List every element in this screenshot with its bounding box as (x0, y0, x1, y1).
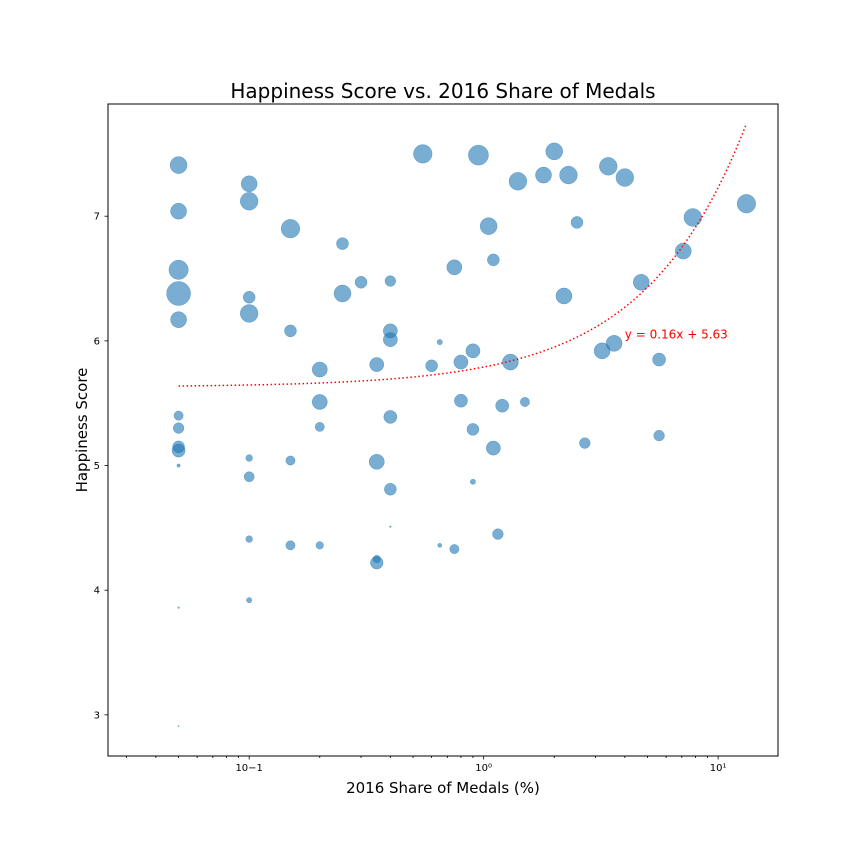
scatter-point (245, 535, 253, 543)
scatter-point (653, 429, 665, 442)
y-tick-label: 3 (94, 710, 100, 721)
y-tick-label: 6 (94, 336, 100, 347)
x-axis-label: 2016 Share of Medals (%) (346, 779, 540, 797)
scatter-point (245, 454, 253, 462)
scatter-point (674, 242, 692, 260)
scatter-point (479, 217, 498, 235)
y-tick-label: 7 (94, 212, 100, 223)
scatter-point (177, 606, 180, 609)
scatter-point (615, 168, 634, 187)
scatter-point (632, 273, 650, 291)
scatter-point (336, 237, 349, 250)
scatter-point (468, 144, 489, 166)
scatter-point (314, 421, 325, 432)
scatter-point (315, 541, 324, 550)
scatter-point (449, 544, 460, 554)
x-tick-label: 10¹ (710, 763, 727, 774)
scatter-point (425, 359, 438, 373)
scatter-point (243, 471, 255, 483)
scatter-point (311, 394, 328, 410)
scatter-point (466, 423, 480, 436)
scatter-point (354, 276, 368, 289)
scatter-point (284, 324, 297, 338)
scatter-point (246, 597, 253, 604)
scatter-point (242, 290, 256, 304)
plot-frame (107, 103, 779, 757)
scatter-point (545, 142, 563, 161)
scatter-point (453, 354, 469, 370)
scatter-point (280, 219, 301, 239)
scatter-point (436, 339, 443, 346)
scatter-point (369, 357, 385, 372)
scatter-point (170, 202, 187, 220)
y-tick-label: 4 (94, 586, 100, 597)
scatter-point (508, 172, 528, 191)
scatter-point (171, 443, 186, 458)
scatter-point (492, 528, 504, 540)
scatter-point (368, 453, 385, 470)
plot-area: y = 0.16x + 5.63 (107, 103, 779, 757)
y-axis-ticks: 3 4 5 6 7 (94, 212, 108, 721)
scatter-point (652, 352, 666, 367)
y-tick-label: 5 (94, 461, 100, 472)
scatter-point (177, 725, 180, 727)
scatter-point (384, 275, 396, 287)
scatter-point (285, 540, 296, 551)
scatter-point (446, 259, 463, 276)
trendline-equation: y = 0.16x + 5.63 (625, 327, 728, 341)
scatter-point (240, 304, 259, 323)
scatter-point (176, 463, 181, 468)
scatter-point (173, 410, 184, 421)
scatter-point (486, 440, 501, 456)
x-tick-label: 10⁰ (475, 763, 492, 774)
scatter-point (383, 410, 398, 424)
scatter-point (437, 542, 443, 548)
x-axis-ticks: 10−1 10⁰ 10¹ (126, 756, 727, 774)
scatter-point (389, 525, 392, 528)
scatter-point (502, 353, 519, 371)
scatter-point (570, 216, 584, 229)
scatter-point (168, 259, 189, 280)
scatter-point (520, 397, 530, 407)
scatter-point (240, 175, 258, 193)
scatter-point (605, 335, 623, 352)
scatter-point (683, 208, 702, 227)
scatter-point (535, 166, 552, 184)
scatter-point (384, 482, 397, 496)
scatter-point (736, 194, 756, 214)
scatter-point (166, 281, 191, 306)
scatter-point (169, 156, 188, 174)
scatter-point (285, 455, 296, 466)
scatter-points (166, 142, 756, 727)
scatter-point (555, 287, 573, 305)
y-axis-label: Happiness Score (73, 368, 91, 493)
scatter-point (454, 393, 468, 408)
scatter-point (593, 342, 611, 360)
scatter-point (240, 192, 259, 211)
scatter-point (599, 157, 618, 176)
scatter-point (495, 398, 510, 413)
chart-title: Happiness Score vs. 2016 Share of Medals (230, 79, 655, 103)
x-tick-label: 10−1 (235, 763, 262, 774)
scatter-point (383, 332, 398, 347)
scatter-point (172, 422, 185, 434)
scatter-point (579, 437, 591, 449)
scatter-point (311, 361, 328, 378)
scatter-point (170, 311, 187, 328)
scatter-point (413, 144, 433, 164)
scatter-point (487, 253, 500, 267)
scatter-point (559, 165, 578, 185)
scatter-point (333, 284, 352, 303)
scatter-point (465, 343, 481, 359)
trendline (178, 123, 748, 387)
scatter-point (370, 556, 384, 570)
scatter-point (470, 478, 476, 485)
plot-background (108, 104, 778, 756)
